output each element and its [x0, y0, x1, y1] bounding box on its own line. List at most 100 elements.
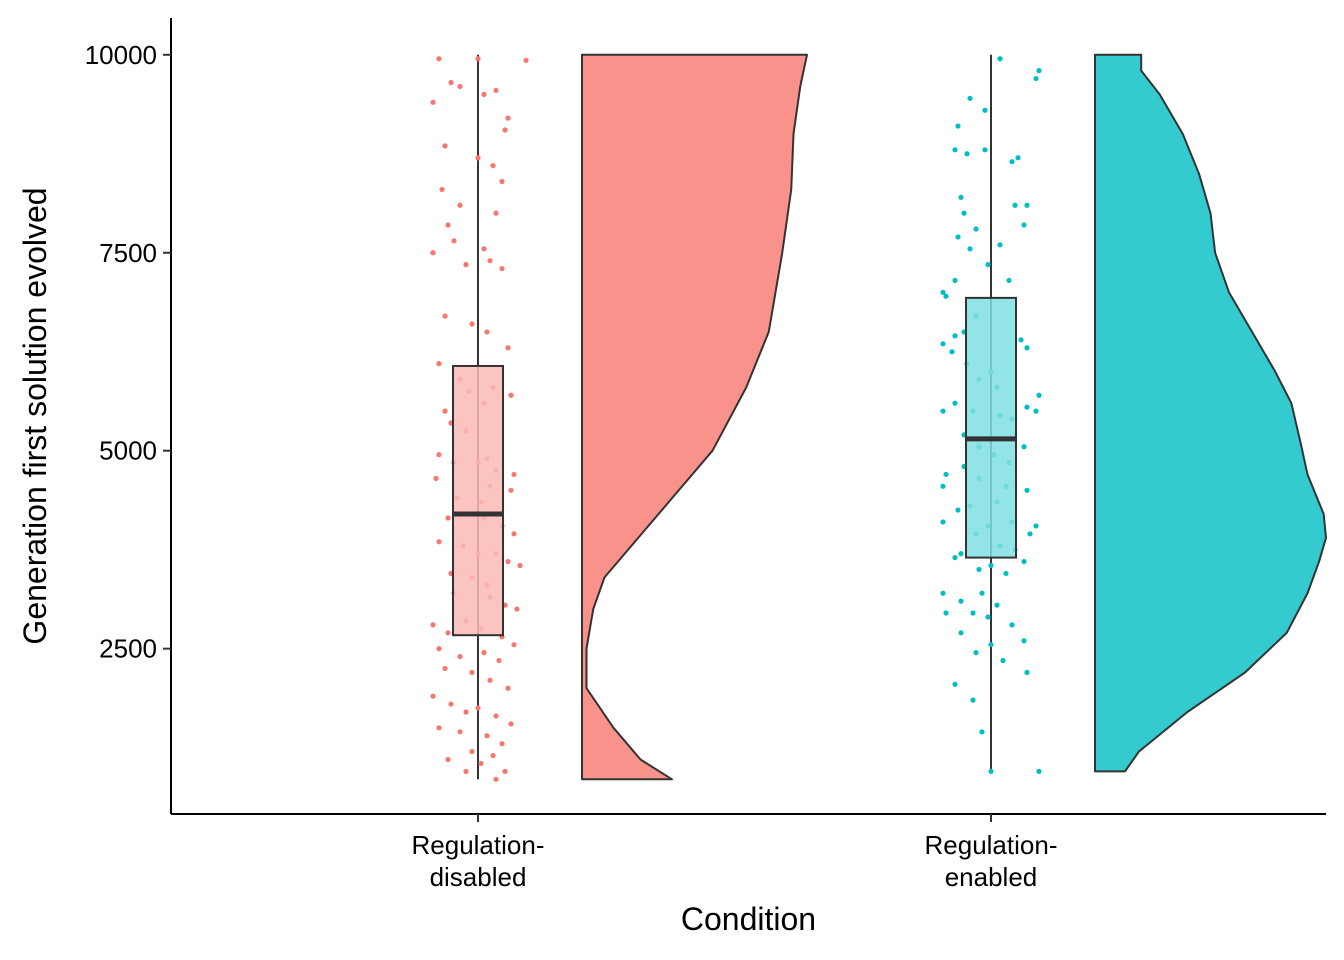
- data-point: [457, 83, 463, 90]
- data-point: [442, 665, 448, 672]
- data-point: [490, 752, 496, 759]
- y-axis-title: Generation first solution evolved: [17, 187, 53, 644]
- data-point: [484, 733, 490, 739]
- y-tick-label: 5000: [99, 436, 157, 466]
- data-point: [436, 646, 442, 652]
- y-ticks: 2500 5000 7500 10000: [85, 40, 171, 664]
- data-point: [982, 147, 988, 153]
- data-point: [940, 519, 946, 525]
- data-point: [430, 250, 436, 256]
- plot-area: [430, 53, 1327, 782]
- data-point: [502, 127, 508, 133]
- data-point: [475, 155, 481, 161]
- data-point: [511, 471, 517, 478]
- data-point: [1036, 768, 1042, 774]
- data-point: [445, 756, 451, 763]
- data-point: [430, 622, 436, 628]
- data-point: [502, 768, 508, 774]
- data-point: [475, 705, 481, 711]
- data-point: [469, 748, 475, 755]
- data-point: [1033, 523, 1039, 529]
- data-point: [436, 56, 442, 62]
- y-tick-label: 2500: [99, 634, 157, 664]
- y-tick-label: 7500: [99, 238, 157, 268]
- y-tick-label: 10000: [85, 40, 157, 70]
- data-point: [940, 483, 946, 489]
- data-point: [1024, 487, 1030, 493]
- data-point: [970, 697, 976, 703]
- data-point: [430, 693, 436, 699]
- data-point: [994, 602, 1000, 608]
- data-point: [1009, 159, 1015, 165]
- data-point: [457, 653, 463, 660]
- data-point: [952, 147, 958, 153]
- data-point: [436, 452, 442, 458]
- box-iqr: [452, 364, 504, 637]
- data-point: [496, 657, 502, 664]
- data-point: [469, 669, 475, 676]
- data-point: [448, 79, 454, 86]
- data-point: [958, 598, 964, 604]
- x-tick-label: Regulation-enabled: [925, 830, 1058, 892]
- data-point: [469, 321, 475, 327]
- data-point: [499, 265, 505, 272]
- data-point: [493, 776, 499, 782]
- data-point: [964, 151, 970, 157]
- data-point: [1027, 531, 1033, 537]
- data-point: [1024, 202, 1030, 208]
- data-point: [1021, 222, 1027, 228]
- x-tick-label-line: disabled: [430, 862, 527, 892]
- data-point: [481, 246, 487, 252]
- data-point: [442, 143, 448, 149]
- data-point: [508, 721, 514, 727]
- data-point: [517, 562, 523, 569]
- data-point: [514, 606, 520, 612]
- data-point: [958, 551, 964, 557]
- data-point: [1024, 404, 1030, 410]
- data-point: [493, 713, 499, 719]
- data-point: [445, 222, 451, 228]
- data-point: [940, 289, 946, 295]
- data-point: [1021, 638, 1027, 644]
- x-tick-label-line: Regulation-: [412, 830, 545, 860]
- data-point: [952, 681, 958, 687]
- data-point: [1036, 392, 1042, 398]
- data-point: [967, 246, 973, 252]
- data-point: [976, 566, 982, 573]
- data-point: [436, 725, 442, 731]
- x-tick-label-line: Regulation-: [925, 830, 1058, 860]
- data-point: [943, 610, 949, 616]
- data-point: [943, 471, 949, 478]
- data-point: [478, 760, 484, 767]
- data-point: [1024, 345, 1030, 351]
- data-point: [484, 329, 490, 335]
- data-point: [988, 768, 994, 774]
- data-point: [940, 590, 946, 596]
- x-tick-label-line: enabled: [945, 862, 1038, 892]
- data-point: [457, 202, 463, 208]
- data-point: [955, 507, 961, 513]
- data-point: [493, 87, 499, 94]
- data-point: [463, 709, 469, 715]
- data-point: [940, 408, 946, 414]
- data-point: [973, 650, 979, 656]
- data-point: [463, 768, 469, 774]
- data-point: [505, 115, 511, 121]
- data-point: [985, 614, 991, 620]
- data-point: [457, 729, 463, 735]
- data-point: [481, 91, 487, 97]
- data-point: [949, 349, 955, 355]
- data-point: [439, 186, 445, 193]
- data-point: [955, 234, 961, 240]
- data-point: [979, 729, 985, 735]
- data-point: [1024, 669, 1030, 676]
- data-point: [505, 345, 511, 351]
- data-point: [1036, 68, 1042, 74]
- data-point: [940, 341, 946, 347]
- data-point: [433, 475, 439, 482]
- data-point: [952, 277, 958, 284]
- data-point: [1000, 657, 1006, 664]
